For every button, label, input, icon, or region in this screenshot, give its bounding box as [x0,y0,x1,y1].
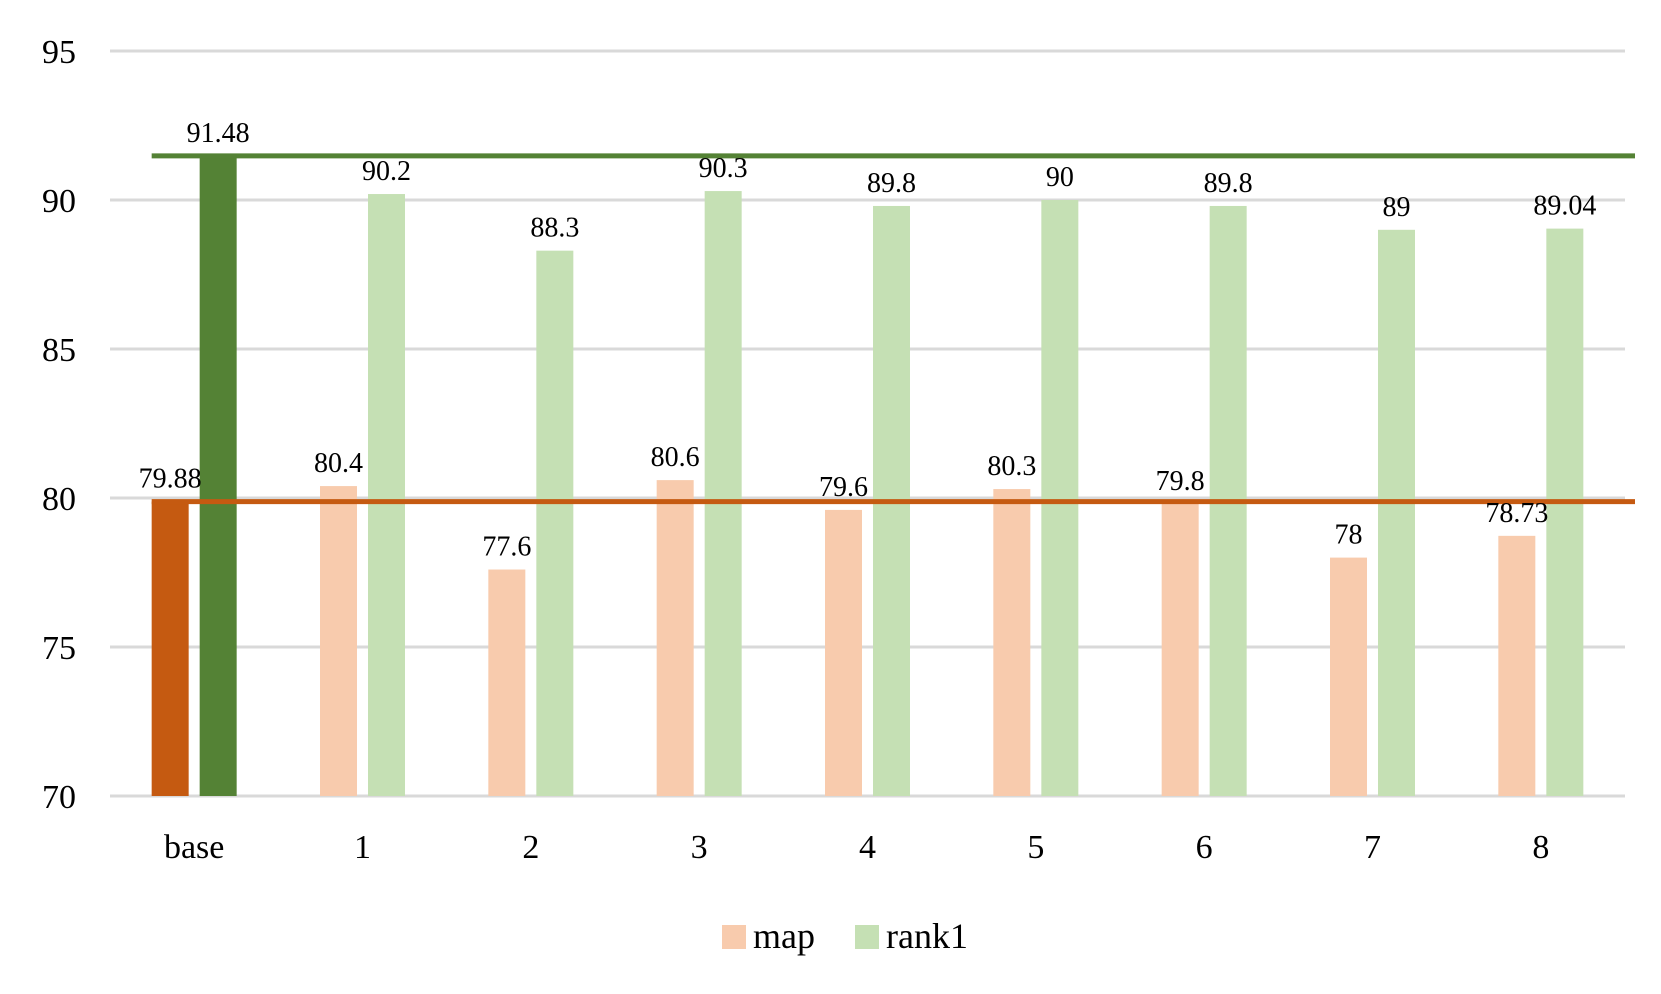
data-label-map: 80.3 [987,451,1036,482]
y-tick-label: 90 [42,183,76,220]
y-tick-label: 85 [42,332,76,369]
data-label-map: 77.6 [482,532,531,563]
bars [151,155,1584,797]
bar-rank1-2 [536,250,574,796]
y-tick-label: 80 [42,481,76,518]
bar-map-base [151,501,189,796]
data-label-rank1: 89 [1383,192,1411,223]
reference-lines [151,153,1635,505]
data-label-rank1: 89.04 [1533,191,1596,222]
bar-map-8 [1498,535,1536,796]
bar-rank1-base [199,155,237,796]
bar-map-1 [320,486,357,796]
bar-rank1-3 [704,191,742,796]
data-label-map: 78 [1335,520,1363,551]
bar-rank1-7 [1378,229,1415,797]
data-label-rank1: 88.3 [530,213,579,244]
data-label-map: 78.73 [1485,498,1548,529]
y-tick-label: 75 [42,630,76,667]
legend-label-map: map [753,916,815,956]
bar-map-7 [1330,557,1367,796]
x-tick-label: 8 [1532,829,1549,866]
bar-map-3 [656,480,694,796]
data-label-map: 79.6 [819,472,868,503]
y-tick-label: 95 [42,34,76,71]
bar-map-6 [1161,503,1199,796]
x-tick-label: 3 [691,829,708,866]
y-tick-label: 70 [42,779,76,816]
bar-rank1-8 [1546,228,1584,796]
legend-label-rank1: rank1 [886,916,968,956]
data-label-map: 79.88 [139,464,202,495]
gridlines [110,49,1625,798]
x-tick-label: 7 [1364,829,1381,866]
data-label-rank1: 89.8 [867,168,916,199]
data-label-rank1: 91.48 [187,118,250,149]
data-label-map: 80.6 [651,442,700,473]
legend: map rank1 [722,916,968,956]
x-tick-label: 6 [1196,829,1213,866]
x-tick-label: base [164,829,224,866]
bar-map-4 [825,509,862,796]
x-tick-label: 2 [522,829,539,866]
x-tick-label: 5 [1027,829,1044,866]
bar-rank1-5 [1041,200,1079,796]
legend-swatch-rank1 [855,925,879,949]
data-labels: 79.88 91.48 80.4 90.2 77.6 88.3 80.6 90.3 79.6 89… [139,118,1597,563]
data-label-rank1: 90 [1046,162,1074,193]
x-tick-label: 1 [354,829,371,866]
legend-swatch-map [722,925,746,949]
bar-map-2 [488,569,526,796]
data-label-map: 79.8 [1156,466,1205,497]
bar-map-5 [993,489,1031,796]
data-label-map: 80.4 [314,448,363,479]
bar-rank1-1 [368,194,405,797]
data-label-rank1: 90.2 [362,156,411,187]
data-label-rank1: 90.3 [699,153,748,184]
data-label-rank1: 89.8 [1204,168,1253,199]
x-tick-label: 4 [859,829,876,866]
